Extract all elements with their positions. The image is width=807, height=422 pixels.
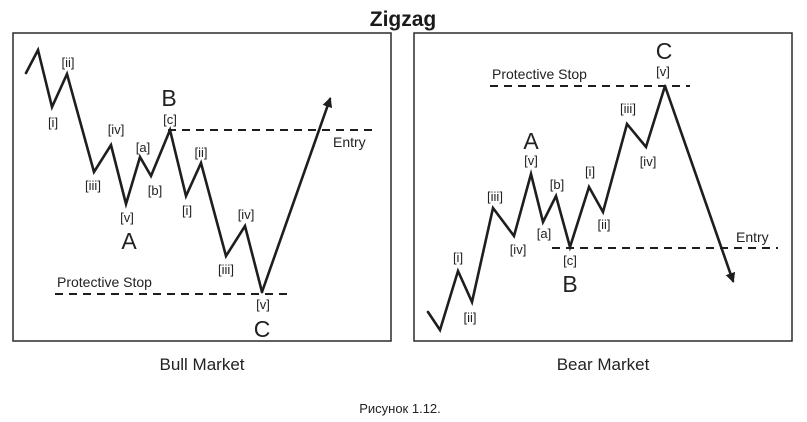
bull-label-v-2: [v]	[256, 297, 270, 312]
bull-label-b: [b]	[148, 183, 162, 198]
bull-wave-path	[24, 46, 264, 294]
bear-label-iii-2: [iii]	[620, 101, 636, 116]
bull-label-i: [i]	[48, 115, 58, 130]
bear-panel-frame	[413, 32, 793, 342]
bull-label-iii-2: [iii]	[218, 262, 234, 277]
bear-label-v-2: [v]	[656, 64, 670, 79]
bear-label-ii-2: [ii]	[598, 217, 611, 232]
bear-label-v: [v]	[524, 153, 538, 168]
bull-label-iv-2: [iv]	[238, 207, 255, 222]
bull-label-ii: [ii]	[62, 55, 75, 70]
bear-entry-label: Entry	[736, 229, 769, 245]
bull-entry-label: Entry	[333, 134, 366, 150]
bear-label-i: [i]	[453, 250, 463, 265]
bear-stop-label: Protective Stop	[492, 66, 587, 82]
bear-wave-path	[426, 84, 667, 334]
bull-wave-A: A	[121, 228, 137, 254]
bear-label-iii: [iii]	[487, 189, 503, 204]
bear-label-i-2: [i]	[585, 164, 595, 179]
bear-market-panel: Protective Stop Entry [i] [ii] [iii] [iv…	[413, 32, 793, 342]
bear-label-iv: [iv]	[510, 242, 527, 257]
bear-label-c: [c]	[563, 253, 577, 268]
figure-caption: Рисунок 1.12.	[359, 401, 441, 416]
bear-market-caption: Bear Market	[557, 355, 650, 374]
bull-market-panel: Entry Protective Stop [ii] [i] [iv] [iii…	[12, 32, 392, 342]
bear-wave-A: A	[523, 128, 539, 154]
bear-label-a: [a]	[537, 226, 551, 241]
bull-wave-C: C	[254, 316, 271, 342]
bull-label-i-2: [i]	[182, 203, 192, 218]
figure-title: Zigzag	[370, 8, 437, 31]
bull-arrow	[260, 97, 333, 294]
bull-panel-frame	[12, 32, 392, 342]
bear-wave-B: B	[562, 271, 577, 297]
bull-label-iv: [iv]	[108, 122, 125, 137]
bear-label-b: [b]	[550, 177, 564, 192]
bull-label-ii-2: [ii]	[195, 145, 208, 160]
bear-label-ii: [ii]	[464, 310, 477, 325]
bull-wave-B: B	[161, 85, 176, 111]
bear-arrow	[663, 84, 736, 283]
bull-stop-label: Protective Stop	[57, 274, 152, 290]
bull-label-c: [c]	[163, 112, 177, 127]
bear-wave-C: C	[656, 38, 673, 64]
bull-label-iii: [iii]	[85, 178, 101, 193]
bull-label-v: [v]	[120, 210, 134, 225]
bull-label-a: [a]	[136, 140, 150, 155]
bull-market-caption: Bull Market	[159, 355, 244, 374]
bear-label-iv-2: [iv]	[640, 154, 657, 169]
